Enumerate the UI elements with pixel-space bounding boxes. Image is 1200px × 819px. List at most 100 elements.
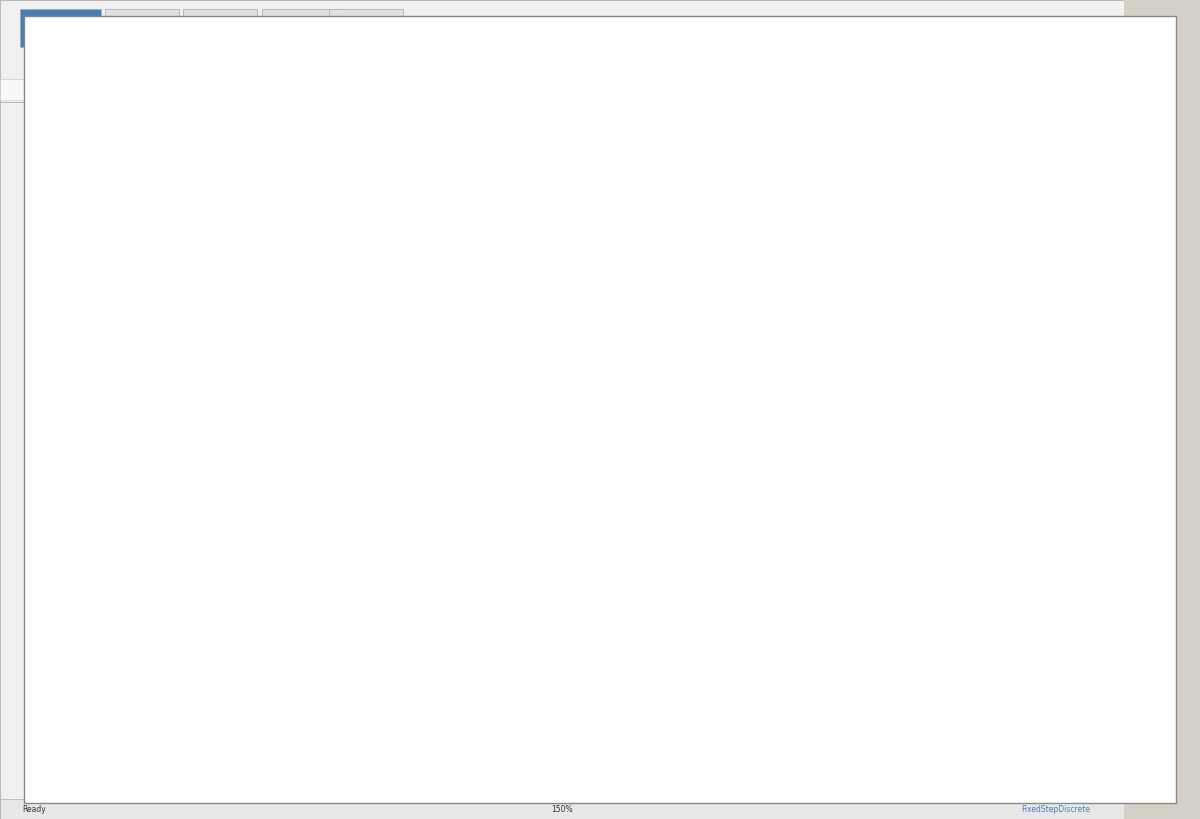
Text: gear: gear <box>418 664 438 673</box>
Text: targetSp: targetSp <box>726 608 766 617</box>
Text: MODELING: MODELING <box>199 24 241 32</box>
Text: resume: resume <box>238 372 271 381</box>
Text: BlockDiagram: BlockDiagram <box>980 123 1039 131</box>
Text: Last saved by:  jpulipat: Last saved by: jpulipat <box>980 156 1061 163</box>
Text: 4: 4 <box>122 372 130 382</box>
Text: targetSp: targetSp <box>872 635 916 645</box>
Text: enbl: enbl <box>84 243 106 254</box>
FancyBboxPatch shape <box>104 9 179 47</box>
Ellipse shape <box>838 533 888 564</box>
Ellipse shape <box>101 460 151 491</box>
Ellipse shape <box>101 205 151 236</box>
Text: TargetSpeedThrottle: TargetSpeedThrottle <box>632 755 739 765</box>
Ellipse shape <box>101 527 151 558</box>
Text: mode: mode <box>551 554 576 563</box>
Text: Select a model element to set or view its parameters or
properties.: Select a model element to set or view it… <box>980 223 1175 236</box>
Text: crs_controller ▶: crs_controller ▶ <box>44 85 112 93</box>
Text: Execution: Execution <box>1084 137 1118 143</box>
Text: CruiseControlMo: CruiseControlMo <box>418 346 492 355</box>
Text: reqDrv: reqDrv <box>877 300 911 310</box>
FancyBboxPatch shape <box>262 9 336 47</box>
Text: 4: 4 <box>859 607 866 617</box>
Text: 2: 2 <box>122 269 130 278</box>
Ellipse shape <box>101 729 151 760</box>
FancyBboxPatch shape <box>0 79 1123 100</box>
Text: key: key <box>418 626 433 635</box>
Text: cncl: cncl <box>238 269 256 278</box>
Text: 2: 2 <box>859 494 866 505</box>
Text: 11: 11 <box>119 584 133 594</box>
FancyBboxPatch shape <box>979 132 1026 148</box>
Text: DEBUG: DEBUG <box>128 24 155 32</box>
Text: throtCC: throtCC <box>876 725 912 735</box>
Text: Ready: Ready <box>23 805 47 813</box>
Text: reqDrv: reqDrv <box>418 491 448 500</box>
Text: FORMAT: FORMAT <box>283 24 314 32</box>
Ellipse shape <box>838 686 888 717</box>
Text: key: key <box>86 653 103 663</box>
Ellipse shape <box>101 653 151 684</box>
Text: ▶ Description: ▶ Description <box>980 180 1038 188</box>
FancyBboxPatch shape <box>184 9 257 47</box>
Ellipse shape <box>838 596 888 627</box>
Polygon shape <box>232 194 259 214</box>
Polygon shape <box>412 333 438 353</box>
Text: CruiseControlMode: CruiseControlMode <box>448 653 546 663</box>
Ellipse shape <box>101 258 151 289</box>
Text: Properties: Properties <box>985 137 1020 143</box>
Text: reqDrv: reqDrv <box>356 360 388 369</box>
Text: 8: 8 <box>122 625 130 635</box>
Text: 1: 1 <box>859 272 866 282</box>
Text: FixedStepDiscrete: FixedStepDiscrete <box>1021 805 1090 813</box>
Text: brakeP: brakeP <box>78 565 112 575</box>
Text: ▶ Model information: ▶ Model information <box>980 192 1068 201</box>
Text: 3: 3 <box>859 544 866 554</box>
Text: status: status <box>878 523 910 532</box>
FancyBboxPatch shape <box>600 503 770 735</box>
FancyBboxPatch shape <box>1078 132 1124 148</box>
Ellipse shape <box>101 573 151 604</box>
Text: DriverSwRequest: DriverSwRequest <box>268 533 358 543</box>
FancyBboxPatch shape <box>232 194 394 513</box>
Polygon shape <box>600 503 628 523</box>
Text: mode: mode <box>881 572 907 582</box>
Text: cncl: cncl <box>85 296 104 306</box>
Text: throtCC: throtCC <box>731 684 766 693</box>
Text: throtDrv: throtDrv <box>606 694 644 703</box>
Text: enbl: enbl <box>238 216 257 225</box>
Text: 9: 9 <box>122 663 130 673</box>
FancyBboxPatch shape <box>0 799 1123 819</box>
Text: vehSp: vehSp <box>606 611 635 620</box>
Text: vehSp: vehSp <box>79 612 110 622</box>
FancyBboxPatch shape <box>20 9 101 47</box>
Ellipse shape <box>101 308 151 339</box>
Text: Property Inspector: Property Inspector <box>980 112 1075 120</box>
FancyBboxPatch shape <box>329 9 403 47</box>
Text: 5: 5 <box>122 421 130 432</box>
Text: 3: 3 <box>122 319 130 328</box>
Text: APPS: APPS <box>356 24 376 32</box>
Text: TargetSpeedTh: TargetSpeedTh <box>606 515 673 524</box>
FancyBboxPatch shape <box>412 333 582 632</box>
Ellipse shape <box>101 614 151 645</box>
Text: 7: 7 <box>122 537 130 547</box>
Text: CRUISE CONTROL SYSTEM: CRUISE CONTROL SYSTEM <box>397 181 684 200</box>
Text: 1: 1 <box>122 215 130 225</box>
Text: dec: dec <box>86 499 103 509</box>
Text: inc: inc <box>88 449 102 459</box>
Text: status: status <box>548 495 576 504</box>
Text: Last saved on:  Fri Jul 30 15:25:55 2021: Last saved on: Fri Jul 30 15:25:55 2021 <box>980 166 1118 173</box>
Text: set: set <box>238 319 251 328</box>
FancyBboxPatch shape <box>0 0 1123 102</box>
Text: Info: Info <box>1045 137 1058 143</box>
Ellipse shape <box>101 410 151 441</box>
Text: set: set <box>88 346 102 356</box>
Text: resume: resume <box>77 400 113 410</box>
Text: brakeP: brakeP <box>418 538 448 547</box>
Ellipse shape <box>838 261 888 292</box>
Text: DriverSwReque: DriverSwReque <box>238 206 307 215</box>
Text: vehSp: vehSp <box>418 584 445 593</box>
Ellipse shape <box>838 484 888 515</box>
Text: mode: mode <box>606 554 631 563</box>
Text: gear: gear <box>84 691 106 701</box>
